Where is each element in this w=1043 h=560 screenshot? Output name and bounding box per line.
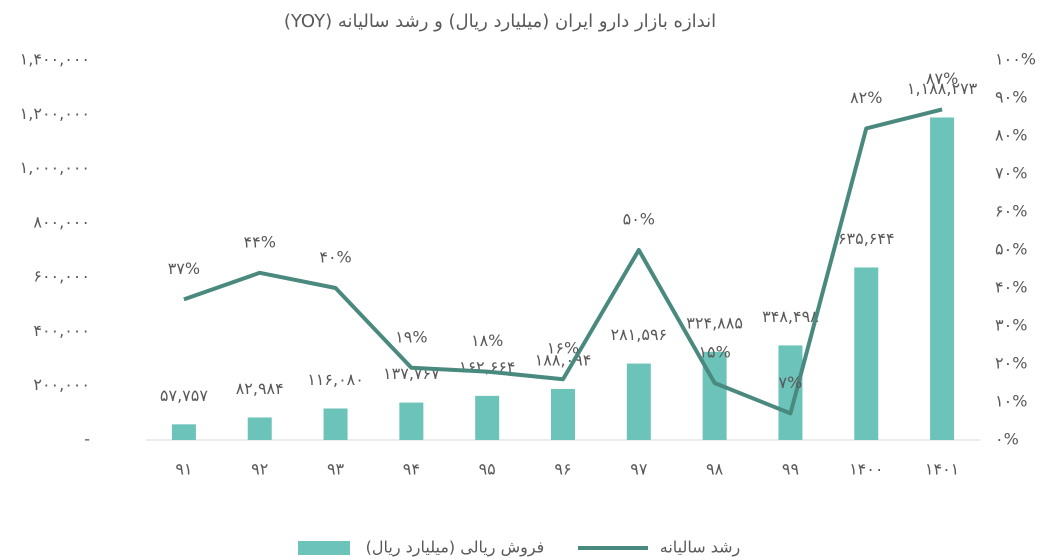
y-tick-label: ۴۰۰,۰۰۰ xyxy=(33,321,90,340)
y-tick-label: - xyxy=(84,430,90,449)
y-tick-label: ۱,۰۰۰,۰۰۰ xyxy=(20,158,90,177)
line-value-label: ۷% xyxy=(779,373,803,392)
line-value-label: ۱۶% xyxy=(547,339,579,358)
chart-title: اندازه بازار دارو ایران (میلیارد ریال) و… xyxy=(284,11,716,32)
y2-tick-label: ۳۰% xyxy=(995,316,1027,335)
bar xyxy=(171,424,196,440)
bar-value-label: ۳۲۴,۸۸۵ xyxy=(686,313,743,332)
y-tick-label: ۸۰۰,۰۰۰ xyxy=(33,212,90,231)
y2-tick-label: ۹۰% xyxy=(995,88,1027,107)
bar-value-label: ۱۱۶,۰۸۰ xyxy=(307,370,364,389)
y2-tick-label: ۱۰% xyxy=(995,392,1027,411)
line-value-label: ۱۵% xyxy=(698,343,730,362)
y2-tick-label: ۷۰% xyxy=(995,164,1027,183)
x-tick-label: ۹۳ xyxy=(327,460,345,479)
x-tick-label: ۹۱ xyxy=(175,460,192,479)
y-tick-label: ۱,۲۰۰,۰۰۰ xyxy=(20,104,90,123)
x-tick-label: ۱۴۰۰ xyxy=(849,460,883,479)
line-value-label: ۸۲% xyxy=(850,88,882,107)
y2-tick-label: ۰% xyxy=(995,430,1019,449)
bar xyxy=(323,408,348,440)
y2-tick-label: ۱۰۰% xyxy=(995,50,1036,69)
x-tick-label: ۹۸ xyxy=(706,460,724,479)
line-value-label: ۸۷% xyxy=(926,69,958,88)
x-tick-label: ۹۷ xyxy=(630,460,648,479)
y2-tick-label: ۵۰% xyxy=(995,240,1027,259)
y2-tick-label: ۲۰% xyxy=(995,354,1027,373)
bar-value-label: ۳۴۸,۴۹۸ xyxy=(762,307,819,326)
line-value-label: ۴۰% xyxy=(319,248,351,267)
legend-label: فروش ریالی (میلیارد ریال) xyxy=(366,538,545,558)
y2-tick-label: ۸۰% xyxy=(995,126,1027,145)
line-value-label: ۳۷% xyxy=(168,259,200,278)
bar-value-label: ۸۲,۹۸۴ xyxy=(236,379,284,398)
bar-value-label: ۶۳۵,۶۴۴ xyxy=(838,229,895,248)
y-tick-label: ۶۰۰,۰۰۰ xyxy=(33,267,90,286)
y-tick-label: ۲۰۰,۰۰۰ xyxy=(33,375,90,394)
x-tick-label: ۹۹ xyxy=(782,460,799,479)
bar xyxy=(475,395,500,440)
line-value-label: ۵۰% xyxy=(623,210,655,229)
x-tick-label: ۱۴۰۱ xyxy=(925,460,959,479)
y2-tick-label: ۶۰% xyxy=(995,202,1027,221)
line-value-label: ۱۹% xyxy=(395,327,427,346)
line-value-label: ۱۸% xyxy=(471,331,503,350)
bar xyxy=(930,117,955,441)
growth-line xyxy=(183,107,943,416)
bar-value-label: ۵۷,۷۵۷ xyxy=(160,386,208,405)
x-tick-label: ۹۵ xyxy=(479,460,496,479)
bar xyxy=(551,388,575,440)
bar xyxy=(399,402,424,440)
bar-value-label: ۱,۱۸۸,۲۷۳ xyxy=(907,79,978,98)
bar xyxy=(854,267,879,440)
legend-swatch xyxy=(298,541,350,555)
y2-tick-label: ۴۰% xyxy=(995,278,1027,297)
x-tick-label: ۹۲ xyxy=(251,460,268,479)
bar xyxy=(626,363,651,440)
x-tick-label: ۹۶ xyxy=(554,460,571,479)
y-tick-label: ۱,۴۰۰,۰۰۰ xyxy=(20,50,90,69)
legend-label: رشد سالیانه xyxy=(660,538,741,558)
x-tick-label: ۹۴ xyxy=(403,460,420,479)
bar xyxy=(778,345,803,440)
bar xyxy=(247,417,272,440)
bar-value-label: ۲۸۱,۵۹۶ xyxy=(610,325,667,344)
line-value-label: ۴۴% xyxy=(244,232,276,251)
